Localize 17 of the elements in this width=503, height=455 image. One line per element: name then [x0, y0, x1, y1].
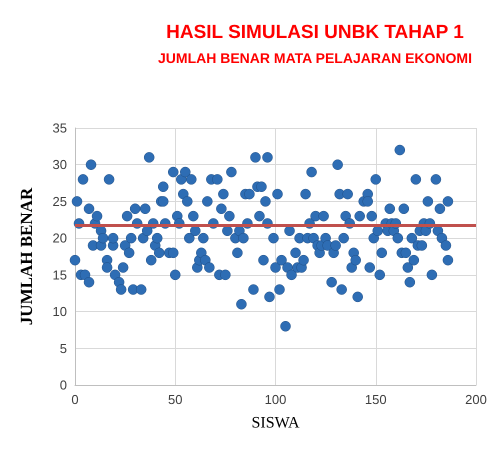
- y-tick-label: 10: [52, 304, 67, 320]
- x-tick-label: 100: [264, 392, 286, 407]
- y-tick-label: 35: [52, 120, 67, 136]
- x-tick-label: 150: [364, 392, 387, 407]
- x-tick-label: 50: [168, 392, 182, 407]
- y-tick-label: 0: [60, 378, 67, 392]
- x-tick-label: 0: [71, 392, 79, 407]
- x-axis-title: SISWA: [251, 414, 300, 432]
- chart-subtitle: JUMLAH BENAR MATA PELAJARAN EKONOMI: [158, 50, 472, 66]
- x-tick-label: 200: [465, 392, 487, 407]
- y-axis-title: JUMLAH BENAR: [17, 187, 36, 326]
- y-tick-label: 20: [52, 230, 67, 246]
- chart-title: HASIL SIMULASI UNBK TAHAP 1: [166, 22, 464, 43]
- y-tick-label: 25: [52, 194, 67, 209]
- y-tick-label: 5: [60, 340, 67, 356]
- y-tick-label: 30: [52, 157, 67, 172]
- y-tick-label: 15: [52, 267, 67, 282]
